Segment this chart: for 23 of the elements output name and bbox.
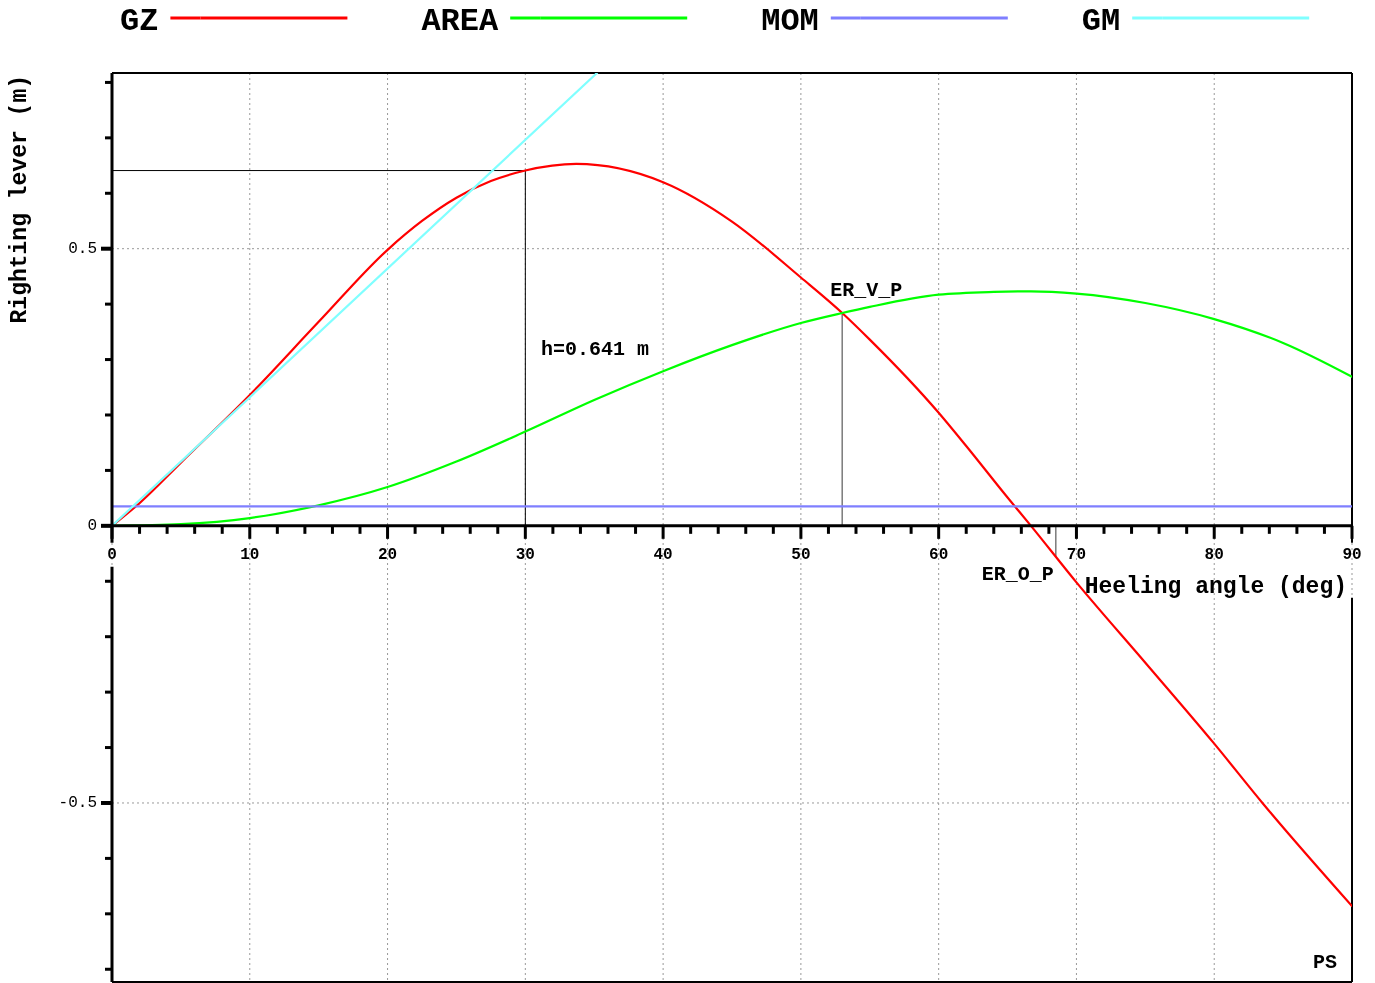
x-tick-label: 0	[107, 545, 117, 564]
annotation: PS	[1312, 950, 1337, 974]
x-tick-label: 10	[240, 545, 260, 564]
x-axis-title: Heeling angle (deg)	[1084, 573, 1347, 600]
x-tick-label: 50	[791, 545, 811, 564]
legend-label: GZ	[120, 3, 159, 40]
legend-label: AREA	[421, 3, 500, 40]
x-tick-label: 90	[1342, 545, 1362, 564]
y-tick-label: 0	[87, 516, 97, 535]
x-tick-label: 30	[515, 545, 535, 564]
x-tick-label: 80	[1204, 545, 1224, 564]
legend-label: MOM	[761, 3, 819, 40]
x-tick-label: 40	[653, 545, 673, 564]
annotation: h=0.641 m	[541, 337, 650, 361]
y-tick-label: -0.5	[58, 793, 97, 812]
legend-label: GM	[1081, 3, 1121, 40]
y-axis-title: Righting lever (m)	[7, 75, 33, 324]
ref-line-label: ER_O_P	[981, 563, 1054, 587]
x-tick-label: 70	[1066, 545, 1087, 564]
x-tick-label: 60	[929, 545, 949, 564]
ref-line-label: ER_V_P	[830, 279, 903, 302]
x-tick-label: 20	[377, 545, 398, 564]
y-tick-label: 0.5	[68, 239, 97, 258]
